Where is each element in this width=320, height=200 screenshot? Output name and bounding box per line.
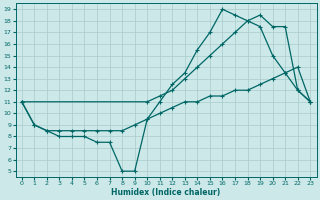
X-axis label: Humidex (Indice chaleur): Humidex (Indice chaleur) <box>111 188 221 197</box>
